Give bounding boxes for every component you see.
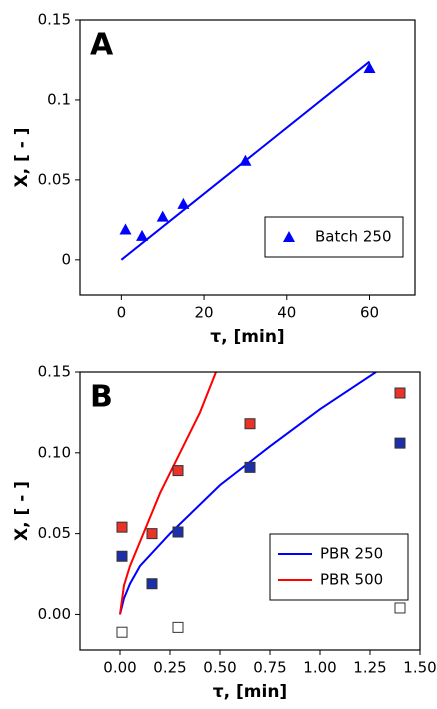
- x-tick-label: 1.50: [403, 659, 436, 677]
- x-tick-label: 0.50: [203, 659, 236, 677]
- y-tick-label: 0: [61, 250, 71, 268]
- marker: [244, 418, 256, 430]
- plot-frame: [79, 19, 416, 296]
- x-tick-label: 20: [195, 304, 214, 322]
- x-tick-label: 0.00: [103, 659, 136, 677]
- legend-label: Batch 250: [315, 228, 392, 246]
- legend-label: PBR 500: [320, 571, 383, 589]
- y-axis-label: X, [ - ]: [12, 481, 32, 541]
- x-axis-label: τ, [min]: [210, 327, 284, 347]
- plot: [116, 372, 406, 638]
- marker: [244, 461, 256, 473]
- legend-label: PBR 250: [320, 545, 383, 563]
- legend-box: [269, 533, 409, 601]
- marker: [146, 578, 158, 590]
- marker: [136, 229, 149, 241]
- marker: [283, 231, 295, 242]
- marker: [394, 602, 406, 614]
- marker: [116, 626, 128, 638]
- plot-frame: [79, 371, 421, 651]
- marker: [394, 437, 406, 449]
- plot: [119, 60, 376, 261]
- model-line: [119, 372, 217, 615]
- marker: [172, 526, 184, 538]
- marker: [119, 223, 132, 235]
- x-tick-label: 1.00: [303, 659, 336, 677]
- marker: [116, 550, 128, 562]
- y-tick-label: 0.1: [47, 90, 71, 108]
- marker: [116, 521, 128, 533]
- panel-label: A: [90, 28, 114, 63]
- marker: [146, 528, 158, 540]
- y-tick-label: 0.10: [38, 443, 71, 461]
- y-tick-label: 0.15: [38, 11, 71, 29]
- marker: [172, 465, 184, 477]
- marker: [172, 621, 184, 633]
- model-line: [120, 60, 371, 261]
- y-tick-label: 0.15: [38, 363, 71, 381]
- marker: [177, 197, 190, 209]
- marker: [394, 387, 406, 399]
- x-tick-label: 1.25: [353, 659, 386, 677]
- y-axis-label: X, [ - ]: [12, 128, 32, 188]
- marker: [156, 210, 169, 222]
- panel-label: B: [90, 380, 113, 415]
- x-tick-label: 0: [117, 304, 127, 322]
- x-tick-label: 0.25: [153, 659, 186, 677]
- x-tick-label: 0.75: [253, 659, 286, 677]
- y-tick-label: 0.00: [38, 605, 71, 623]
- model-line: [119, 372, 377, 615]
- y-tick-label: 0.05: [38, 170, 71, 188]
- x-axis-label: τ, [min]: [213, 682, 287, 702]
- marker: [363, 61, 376, 73]
- x-tick-label: 40: [277, 304, 296, 322]
- y-tick-label: 0.05: [38, 524, 71, 542]
- x-tick-label: 60: [360, 304, 379, 322]
